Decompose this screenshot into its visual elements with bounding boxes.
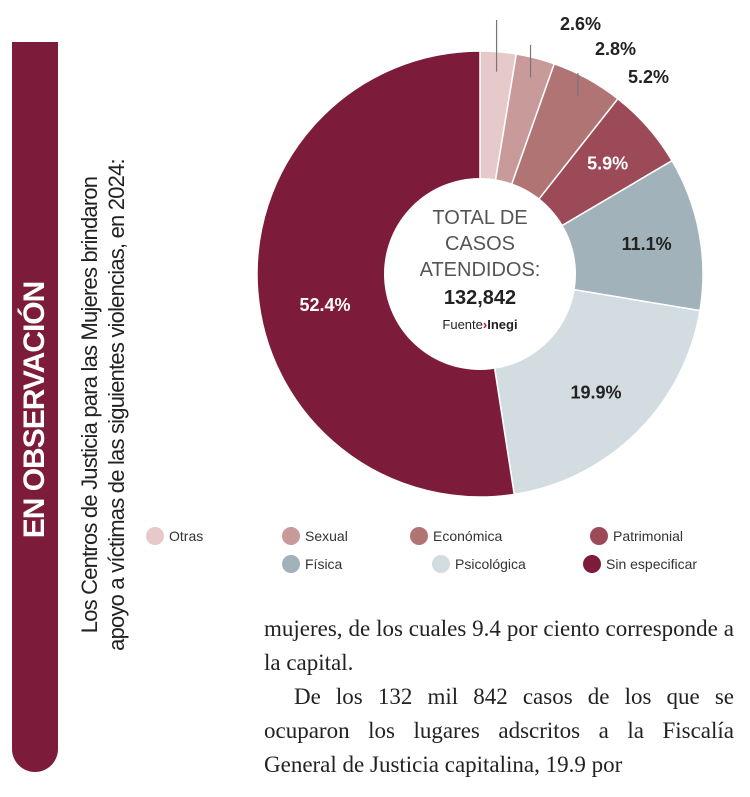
legend-item: Económica	[410, 527, 502, 545]
article-text: mujeres, de los cuales 9.4 por ciento co…	[264, 612, 734, 782]
data-label: 19.9%	[571, 382, 622, 402]
legend-swatch	[146, 527, 164, 545]
source-note: Fuente›Inegi	[442, 317, 517, 332]
legend-label: Económica	[433, 528, 503, 544]
paragraph: mujeres, de los cuales 9.4 por ciento co…	[264, 616, 734, 675]
legend-label: Sexual	[305, 528, 348, 544]
legend-label: Psicológica	[455, 556, 526, 572]
data-label: 2.6%	[560, 14, 601, 34]
legend-label: Patrimonial	[613, 528, 684, 544]
data-label: 2.8%	[595, 39, 636, 59]
legend-item: Otras	[146, 527, 203, 545]
paragraph: De los 132 mil 842 casos de los que se o…	[264, 684, 734, 777]
legend-swatch	[410, 527, 428, 545]
legend-label: Sin especificar	[606, 556, 698, 572]
data-label: 11.1%	[622, 234, 672, 254]
legend-label: Física	[305, 556, 343, 572]
data-label: 5.2%	[628, 67, 669, 87]
section-banner	[12, 42, 58, 772]
legend-item: Patrimonial	[590, 527, 683, 545]
legend-swatch	[583, 555, 601, 573]
center-label: CASOS	[445, 233, 515, 255]
total-value: 132,842	[444, 287, 516, 309]
legend-swatch	[282, 555, 300, 573]
legend-swatch	[432, 555, 450, 573]
center-label: ATENDIDOS:	[420, 259, 541, 281]
legend-swatch	[590, 527, 608, 545]
legend-label: Otras	[169, 528, 204, 544]
data-label: 5.9%	[587, 153, 628, 173]
legend-item: Psicológica	[432, 555, 526, 573]
legend-item: Sin especificar	[583, 555, 697, 573]
legend-item: Sexual	[282, 527, 348, 545]
data-label: 52.4%	[299, 295, 350, 315]
legend-swatch	[282, 527, 300, 545]
donut-hole	[384, 178, 576, 370]
legend-item: Física	[282, 555, 342, 573]
donut-chart: 2.6% 2.8% 5.2% 5.9% 11.1% 19.9% 52.4% TOTAL DE C…	[256, 14, 704, 498]
center-label: TOTAL DE	[432, 207, 527, 229]
